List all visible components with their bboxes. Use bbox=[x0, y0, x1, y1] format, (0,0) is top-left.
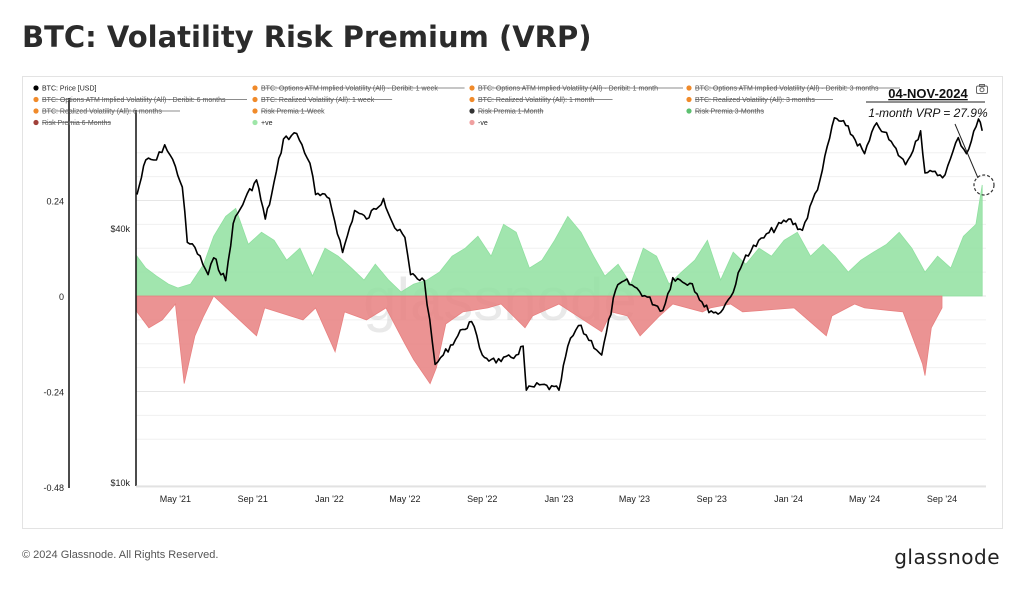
left-axis-tick-label: 0 bbox=[59, 292, 64, 302]
legend-label: BTC: Options ATM Implied Volatility (All… bbox=[478, 86, 658, 93]
left-axis-tick-label: -0.48 bbox=[43, 483, 64, 493]
x-axis-tick-label: Sep '24 bbox=[927, 494, 957, 504]
price-line-series bbox=[136, 117, 983, 391]
legend-label: BTC: Options ATM Implied Volatility (All… bbox=[42, 97, 226, 104]
legend-marker bbox=[469, 96, 475, 103]
positive-area-series bbox=[136, 184, 983, 297]
price-axis-tick-label: $10k bbox=[110, 478, 130, 488]
legend-marker bbox=[469, 85, 475, 91]
legend-marker bbox=[469, 108, 475, 114]
legend-item[interactable]: BTC: Options ATM Implied Volatility (All… bbox=[686, 85, 900, 93]
annotation: 04-NOV-2024 1-month VRP = 27.9% bbox=[866, 86, 995, 196]
x-axis-tick-label: May '24 bbox=[849, 494, 880, 504]
legend-label: Risk Premia 1-Month bbox=[478, 109, 543, 116]
x-axis-tick-label: Jan '24 bbox=[774, 494, 803, 504]
legend-label: -ve bbox=[478, 120, 488, 127]
legend-label: BTC: Realized Volatility (All): 1 month bbox=[478, 97, 594, 104]
x-axis-tick-label: Sep '21 bbox=[238, 494, 268, 504]
legend-item[interactable]: BTC: Options ATM Implied Volatility (All… bbox=[33, 96, 247, 104]
glassnode-logo: glassnode bbox=[894, 545, 1000, 569]
left-axis-tick-label: -0.24 bbox=[43, 388, 64, 398]
x-axis-tick-label: Sep '22 bbox=[467, 494, 497, 504]
legend-label: Risk Premia 3-Months bbox=[695, 109, 764, 116]
x-axis-tick-label: May '23 bbox=[619, 494, 650, 504]
legend-item[interactable]: BTC: Options ATM Implied Volatility (All… bbox=[252, 85, 465, 93]
legend-item[interactable]: +ve bbox=[252, 119, 273, 127]
legend-item[interactable]: -ve bbox=[469, 119, 488, 127]
legend-item[interactable]: BTC: Realized Volatility (All): 3 months bbox=[686, 96, 833, 104]
legend-label: Risk Premia 1-Week bbox=[261, 109, 325, 116]
btc-price-line bbox=[136, 117, 983, 391]
left-axis-tick-label: 0.24 bbox=[46, 196, 64, 206]
legend-marker bbox=[33, 108, 39, 114]
legend-label: BTC: Options ATM Implied Volatility (All… bbox=[695, 86, 879, 93]
legend-item[interactable]: Risk Premia 3-Months bbox=[686, 108, 764, 116]
x-axis-tick-label: Jan '22 bbox=[315, 494, 344, 504]
legend-item[interactable]: Risk Premia 1-Week bbox=[252, 108, 325, 116]
legend-item[interactable]: BTC: Realized Volatility (All): 6 months bbox=[33, 108, 180, 116]
legend-marker bbox=[33, 96, 39, 103]
legend-item[interactable]: Risk Premia 6-Months bbox=[33, 119, 111, 127]
legend-marker bbox=[33, 85, 39, 91]
legend-marker bbox=[33, 119, 39, 126]
positive-area bbox=[136, 184, 983, 297]
legend-item[interactable]: BTC: Realized Volatility (All): 1 week bbox=[252, 96, 393, 104]
grid-lines bbox=[136, 152, 986, 488]
price-axis-tick-label: $40k bbox=[110, 224, 130, 234]
x-axis-tick-label: May '21 bbox=[160, 494, 191, 504]
annotation-date: 04-NOV-2024 bbox=[888, 86, 968, 101]
legend-label: +ve bbox=[261, 120, 273, 127]
axes: 0.24 0 -0.24 -0.48 $40k $10k May '21 Sep '21 Jan… bbox=[43, 98, 986, 504]
legend-marker bbox=[686, 96, 692, 103]
page-title: BTC: Volatility Risk Premium (VRP) bbox=[22, 20, 592, 54]
legend-marker bbox=[252, 96, 258, 103]
x-axis-tick-label: Sep '23 bbox=[697, 494, 727, 504]
legend-marker bbox=[252, 119, 258, 126]
copyright: © 2024 Glassnode. All Rights Reserved. bbox=[22, 549, 219, 561]
legend-label: BTC: Options ATM Implied Volatility (All… bbox=[261, 86, 438, 93]
legend-marker bbox=[686, 85, 692, 91]
legend-marker bbox=[252, 85, 258, 91]
legend[interactable]: BTC: Price [USD] BTC: Options ATM Implied… bbox=[33, 85, 900, 127]
legend-item[interactable]: BTC: Realized Volatility (All): 1 month bbox=[469, 96, 613, 104]
x-axis-tick-label: May '22 bbox=[389, 494, 420, 504]
negative-area-series bbox=[136, 295, 943, 385]
camera-icon[interactable] bbox=[976, 84, 988, 94]
annotation-circle bbox=[973, 174, 995, 196]
annotation-pointer bbox=[954, 123, 979, 179]
legend-marker bbox=[252, 108, 258, 114]
x-axis-tick-label: Jan '23 bbox=[545, 494, 574, 504]
legend-label: BTC: Price [USD] bbox=[42, 86, 97, 93]
legend-label: BTC: Realized Volatility (All): 3 months bbox=[695, 97, 815, 104]
legend-marker bbox=[686, 108, 692, 114]
annotation-text: 1-month VRP = 27.9% bbox=[868, 106, 988, 120]
legend-label: BTC: Realized Volatility (All): 6 months bbox=[42, 109, 162, 116]
legend-marker bbox=[469, 119, 475, 126]
legend-item[interactable]: Risk Premia 1-Month bbox=[469, 108, 544, 116]
legend-item[interactable]: BTC: Options ATM Implied Volatility (All… bbox=[469, 85, 683, 93]
legend-label: Risk Premia 6-Months bbox=[42, 120, 111, 127]
negative-area bbox=[136, 295, 943, 385]
legend-item[interactable]: BTC: Price [USD] bbox=[33, 85, 97, 93]
legend-label: BTC: Realized Volatility (All): 1 week bbox=[261, 97, 375, 104]
